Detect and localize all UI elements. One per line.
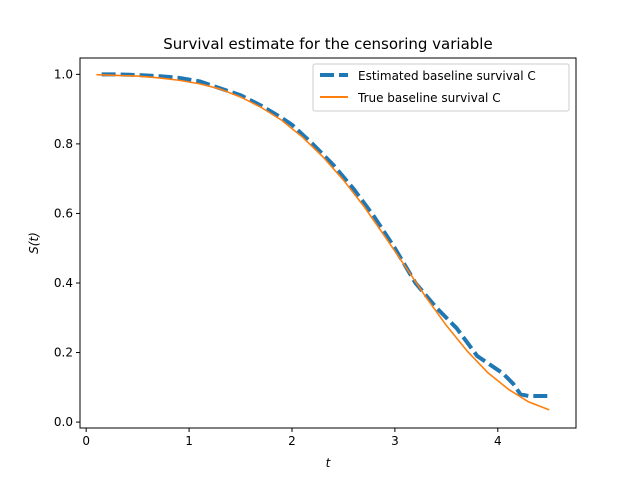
series-line-estimated — [101, 72, 550, 399]
series-line-true — [96, 73, 550, 411]
ticks-layer: 0 1 2 3 4 0.0 0.2 0.4 0.6 0.8 1.0 — [54, 67, 502, 448]
y-axis-label: S(t) — [27, 232, 41, 254]
x-tick-label: 4 — [494, 434, 502, 448]
y-tick-label: 0.0 — [54, 415, 73, 429]
series-layer — [96, 72, 550, 411]
legend-label-estimated: Estimated baseline survival C — [358, 69, 536, 83]
y-tick-label: 0.8 — [54, 137, 73, 151]
legend: Estimated baseline survival C True basel… — [312, 63, 570, 112]
y-tick-label: 1.0 — [54, 67, 73, 81]
chart-title: Survival estimate for the censoring vari… — [163, 35, 492, 53]
y-tick-label: 0.2 — [54, 346, 73, 360]
plot-area-frame — [79, 57, 577, 429]
y-tick-label: 0.4 — [54, 276, 73, 290]
x-tick-label: 0 — [82, 434, 90, 448]
y-tick-label: 0.6 — [54, 206, 73, 220]
x-axis-label: t — [326, 456, 332, 470]
legend-label-true: True baseline survival C — [357, 91, 501, 105]
x-tick-label: 2 — [288, 434, 296, 448]
x-tick-label: 3 — [391, 434, 399, 448]
x-tick-label: 1 — [185, 434, 193, 448]
legend-box — [312, 63, 570, 112]
